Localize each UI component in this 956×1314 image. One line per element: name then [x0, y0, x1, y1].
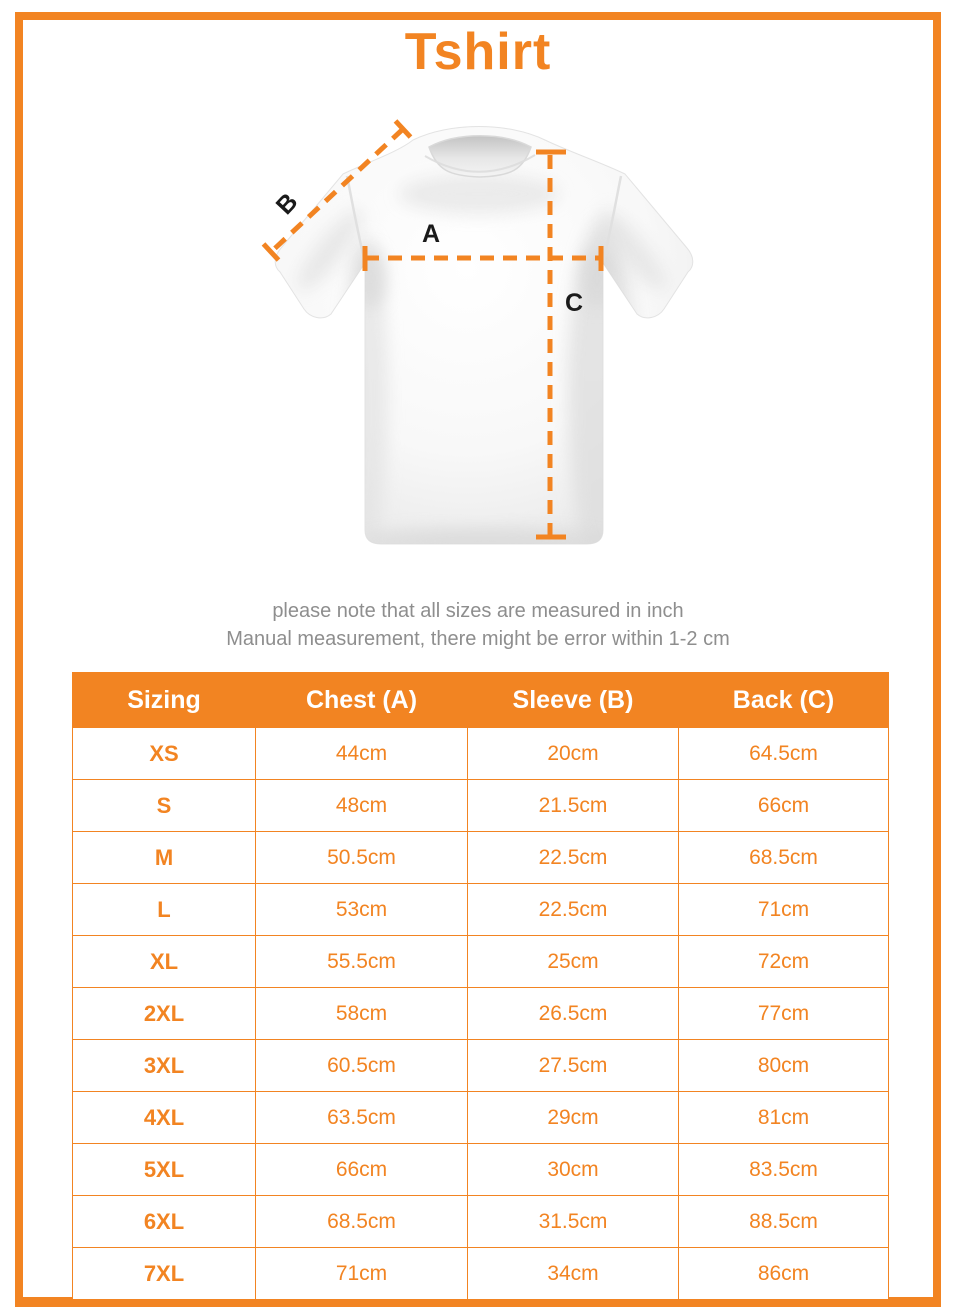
size-cell: 4XL	[72, 1091, 256, 1144]
back-cell: 72cm	[678, 935, 889, 988]
size-cell: 5XL	[72, 1143, 256, 1196]
table-row: 2XL 58cm 26.5cm 77cm	[72, 987, 889, 1040]
chest-cell: 55.5cm	[255, 935, 468, 988]
table-row: L 53cm 22.5cm 71cm	[72, 883, 889, 936]
size-cell: S	[72, 779, 256, 832]
measurement-notes: please note that all sizes are measured …	[0, 597, 956, 653]
back-cell: 64.5cm	[678, 727, 889, 780]
back-cell: 88.5cm	[678, 1195, 889, 1248]
header-back: Back (C)	[678, 672, 889, 728]
back-label: C	[565, 289, 583, 317]
back-cell: 77cm	[678, 987, 889, 1040]
table-row: 5XL 66cm 30cm 83.5cm	[72, 1143, 889, 1196]
size-cell: 7XL	[72, 1247, 256, 1300]
sleeve-label: B	[271, 188, 304, 220]
size-cell: 6XL	[72, 1195, 256, 1248]
back-cell: 81cm	[678, 1091, 889, 1144]
header-row: Sizing Chest (A) Sleeve (B) Back (C)	[72, 672, 889, 728]
sleeve-cell: 25cm	[467, 935, 679, 988]
chest-cell: 44cm	[255, 727, 468, 780]
back-cell: 66cm	[678, 779, 889, 832]
table-row: XL 55.5cm 25cm 72cm	[72, 935, 889, 988]
size-cell: XL	[72, 935, 256, 988]
table-row: S 48cm 21.5cm 66cm	[72, 779, 889, 832]
table-row: 7XL 71cm 34cm 86cm	[72, 1247, 889, 1300]
chest-cell: 58cm	[255, 987, 468, 1040]
tshirt-body	[274, 126, 694, 545]
sleeve-cell: 26.5cm	[467, 987, 679, 1040]
sleeve-cell: 29cm	[467, 1091, 679, 1144]
sleeve-measure-line	[269, 127, 405, 254]
note-line-1: please note that all sizes are measured …	[272, 600, 684, 622]
sleeve-cell: 30cm	[467, 1143, 679, 1196]
chest-cell: 60.5cm	[255, 1039, 468, 1092]
back-cell: 68.5cm	[678, 831, 889, 884]
measurement-lines	[261, 119, 604, 540]
chest-cell: 68.5cm	[255, 1195, 468, 1248]
size-cell: XS	[72, 727, 256, 780]
sleeve-cell: 27.5cm	[467, 1039, 679, 1092]
sleeve-cell: 31.5cm	[467, 1195, 679, 1248]
chest-cell: 53cm	[255, 883, 468, 936]
back-cell: 86cm	[678, 1247, 889, 1300]
size-chart-body: XS 44cm 20cm 64.5cm S 48cm 21.5cm 66cm M…	[72, 727, 889, 1300]
chest-cell: 71cm	[255, 1247, 468, 1300]
page-title: Tshirt	[404, 23, 552, 81]
header-sleeve: Sleeve (B)	[467, 672, 679, 728]
sleeve-cell: 22.5cm	[467, 883, 679, 936]
back-cell: 83.5cm	[678, 1143, 889, 1196]
size-chart-table: Sizing Chest (A) Sleeve (B) Back (C) XS …	[72, 672, 889, 1300]
size-chart-header: Sizing Chest (A) Sleeve (B) Back (C)	[72, 672, 889, 728]
size-cell: 3XL	[72, 1039, 256, 1092]
chest-cell: 50.5cm	[255, 831, 468, 884]
tshirt-illustration: A B C	[261, 119, 694, 545]
note-line-2: Manual measurement, there might be error…	[226, 628, 730, 650]
back-cell: 80cm	[678, 1039, 889, 1092]
size-cell: 2XL	[72, 987, 256, 1040]
back-cell: 71cm	[678, 883, 889, 936]
chest-cell: 48cm	[255, 779, 468, 832]
chest-label: A	[422, 220, 440, 248]
size-cell: L	[72, 883, 256, 936]
chest-cell: 63.5cm	[255, 1091, 468, 1144]
size-cell: M	[72, 831, 256, 884]
sleeve-cell: 20cm	[467, 727, 679, 780]
sleeve-cell: 22.5cm	[467, 831, 679, 884]
table-row: XS 44cm 20cm 64.5cm	[72, 727, 889, 780]
table-row: M 50.5cm 22.5cm 68.5cm	[72, 831, 889, 884]
sleeve-cell: 34cm	[467, 1247, 679, 1300]
chest-cell: 66cm	[255, 1143, 468, 1196]
tshirt-collar	[424, 135, 536, 178]
sleeve-cell: 21.5cm	[467, 779, 679, 832]
table-row: 6XL 68.5cm 31.5cm 88.5cm	[72, 1195, 889, 1248]
header-sizing: Sizing	[72, 672, 256, 728]
header-chest: Chest (A)	[255, 672, 468, 728]
table-row: 4XL 63.5cm 29cm 81cm	[72, 1091, 889, 1144]
table-row: 3XL 60.5cm 27.5cm 80cm	[72, 1039, 889, 1092]
